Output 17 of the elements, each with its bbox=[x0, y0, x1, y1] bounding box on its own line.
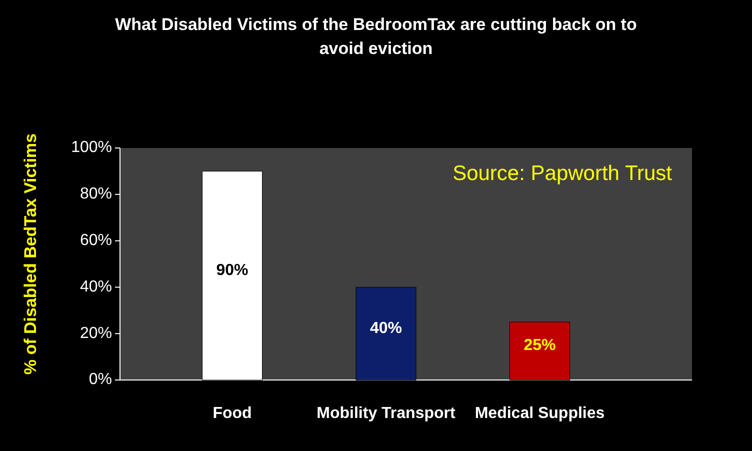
data-label: 25% bbox=[524, 337, 556, 354]
data-label: 90% bbox=[216, 262, 248, 279]
y-tick-label: 60% bbox=[80, 232, 112, 250]
bar bbox=[510, 322, 570, 380]
bar bbox=[356, 286, 416, 380]
y-axis-title: % of Disabled BedTax Victims bbox=[21, 133, 40, 375]
annotation: Source: Papworth Trust bbox=[452, 162, 672, 185]
y-tick-label: 40% bbox=[80, 278, 112, 296]
chart-title: What Disabled Victims of the BedroomTax are cutting back on to avoid eviction bbox=[115, 15, 637, 58]
y-tick-label: 80% bbox=[80, 186, 112, 203]
y-tick-label: 100% bbox=[71, 139, 112, 156]
x-tick-label: Medical Supplies bbox=[474, 405, 605, 422]
data-label: 40% bbox=[370, 320, 402, 337]
x-tick-label: Mobility Transport bbox=[316, 405, 456, 422]
x-tick-label: Food bbox=[212, 405, 252, 422]
y-tick-label: 0% bbox=[88, 371, 112, 388]
y-tick-label: 20% bbox=[80, 324, 112, 342]
